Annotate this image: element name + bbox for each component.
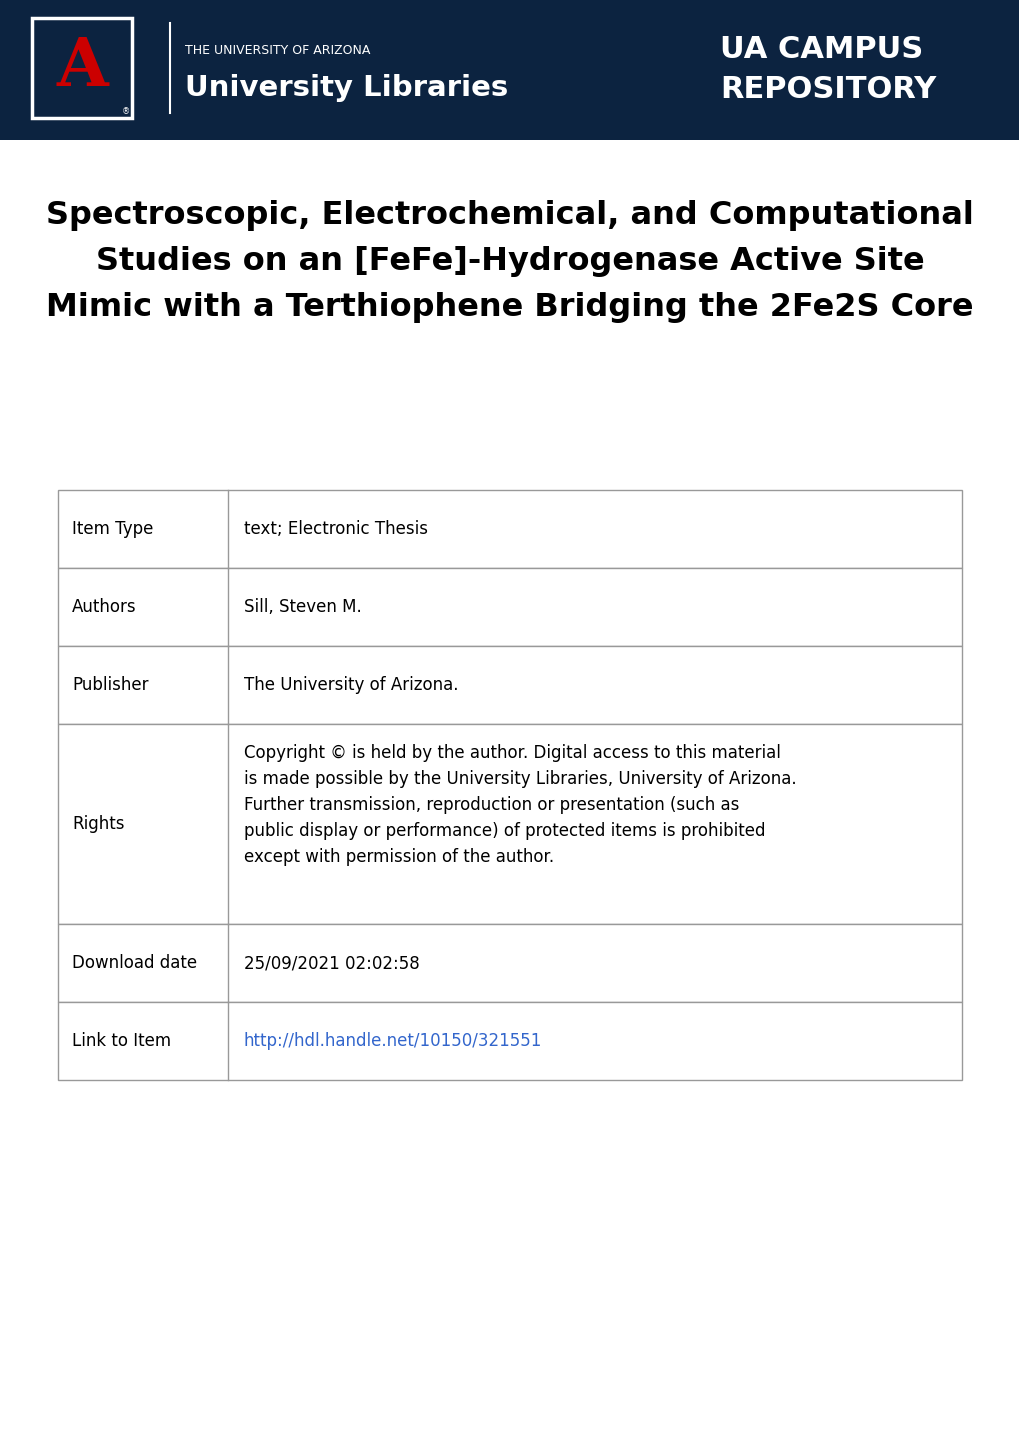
Text: is made possible by the University Libraries, University of Arizona.: is made possible by the University Libra… xyxy=(244,770,796,787)
Text: public display or performance) of protected items is prohibited: public display or performance) of protec… xyxy=(244,822,764,841)
Text: Mimic with a Terthiophene Bridging the 2Fe2S Core: Mimic with a Terthiophene Bridging the 2… xyxy=(46,291,973,323)
Text: Copyright © is held by the author. Digital access to this material: Copyright © is held by the author. Digit… xyxy=(244,744,781,761)
Text: University Libraries: University Libraries xyxy=(184,74,507,102)
Text: http://hdl.handle.net/10150/321551: http://hdl.handle.net/10150/321551 xyxy=(244,1032,542,1050)
Text: THE UNIVERSITY OF ARIZONA: THE UNIVERSITY OF ARIZONA xyxy=(184,43,370,56)
Bar xyxy=(58,1002,961,1080)
Text: REPOSITORY: REPOSITORY xyxy=(719,75,935,104)
Text: Link to Item: Link to Item xyxy=(72,1032,171,1050)
Text: Further transmission, reproduction or presentation (such as: Further transmission, reproduction or pr… xyxy=(244,796,739,813)
Text: Studies on an [FeFe]-Hydrogenase Active Site: Studies on an [FeFe]-Hydrogenase Active … xyxy=(96,247,923,277)
Bar xyxy=(0,0,1019,140)
Text: text; Electronic Thesis: text; Electronic Thesis xyxy=(244,521,428,538)
Text: ®: ® xyxy=(121,108,130,117)
Bar xyxy=(58,568,961,646)
Text: except with permission of the author.: except with permission of the author. xyxy=(244,848,553,867)
Text: Publisher: Publisher xyxy=(72,676,149,694)
Text: A: A xyxy=(56,36,108,101)
Bar xyxy=(32,17,131,118)
Text: The University of Arizona.: The University of Arizona. xyxy=(244,676,459,694)
Text: Rights: Rights xyxy=(72,815,124,833)
Text: Download date: Download date xyxy=(72,955,197,972)
Bar xyxy=(58,724,961,924)
Text: Item Type: Item Type xyxy=(72,521,153,538)
Text: Spectroscopic, Electrochemical, and Computational: Spectroscopic, Electrochemical, and Comp… xyxy=(46,200,973,231)
Text: 25/09/2021 02:02:58: 25/09/2021 02:02:58 xyxy=(244,955,420,972)
Text: Authors: Authors xyxy=(72,598,137,616)
Text: Sill, Steven M.: Sill, Steven M. xyxy=(244,598,362,616)
Bar xyxy=(58,924,961,1002)
Bar xyxy=(58,646,961,724)
Bar xyxy=(58,490,961,568)
Text: UA CAMPUS: UA CAMPUS xyxy=(719,36,922,65)
